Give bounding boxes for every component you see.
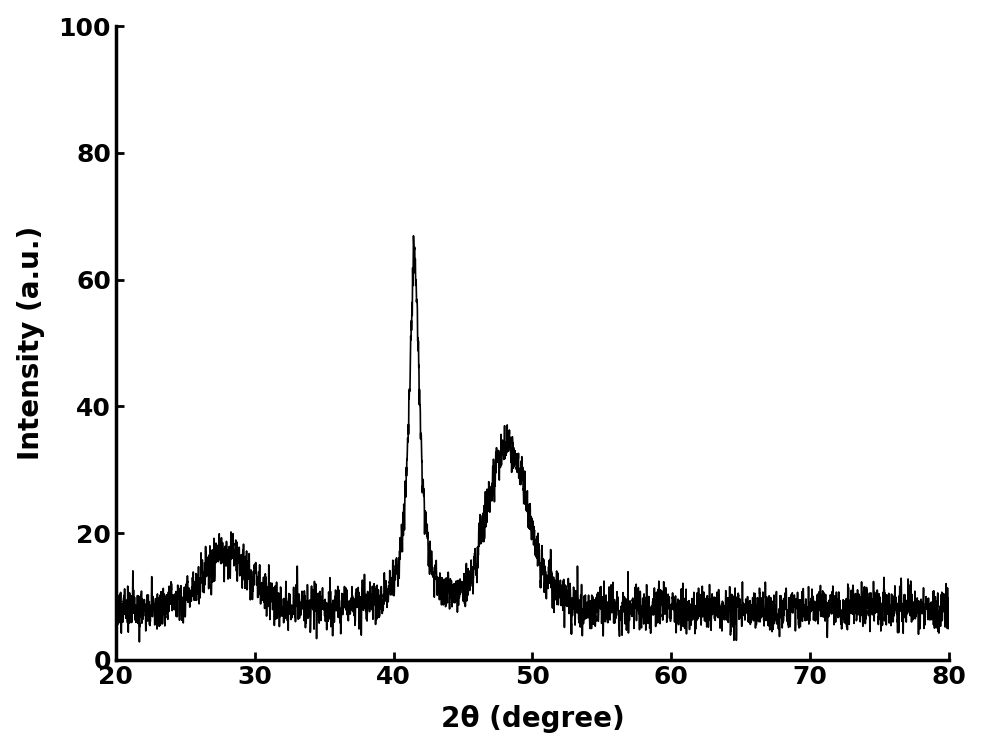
X-axis label: 2θ (degree): 2θ (degree) bbox=[440, 705, 624, 734]
Y-axis label: Intensity (a.u.): Intensity (a.u.) bbox=[17, 226, 44, 460]
